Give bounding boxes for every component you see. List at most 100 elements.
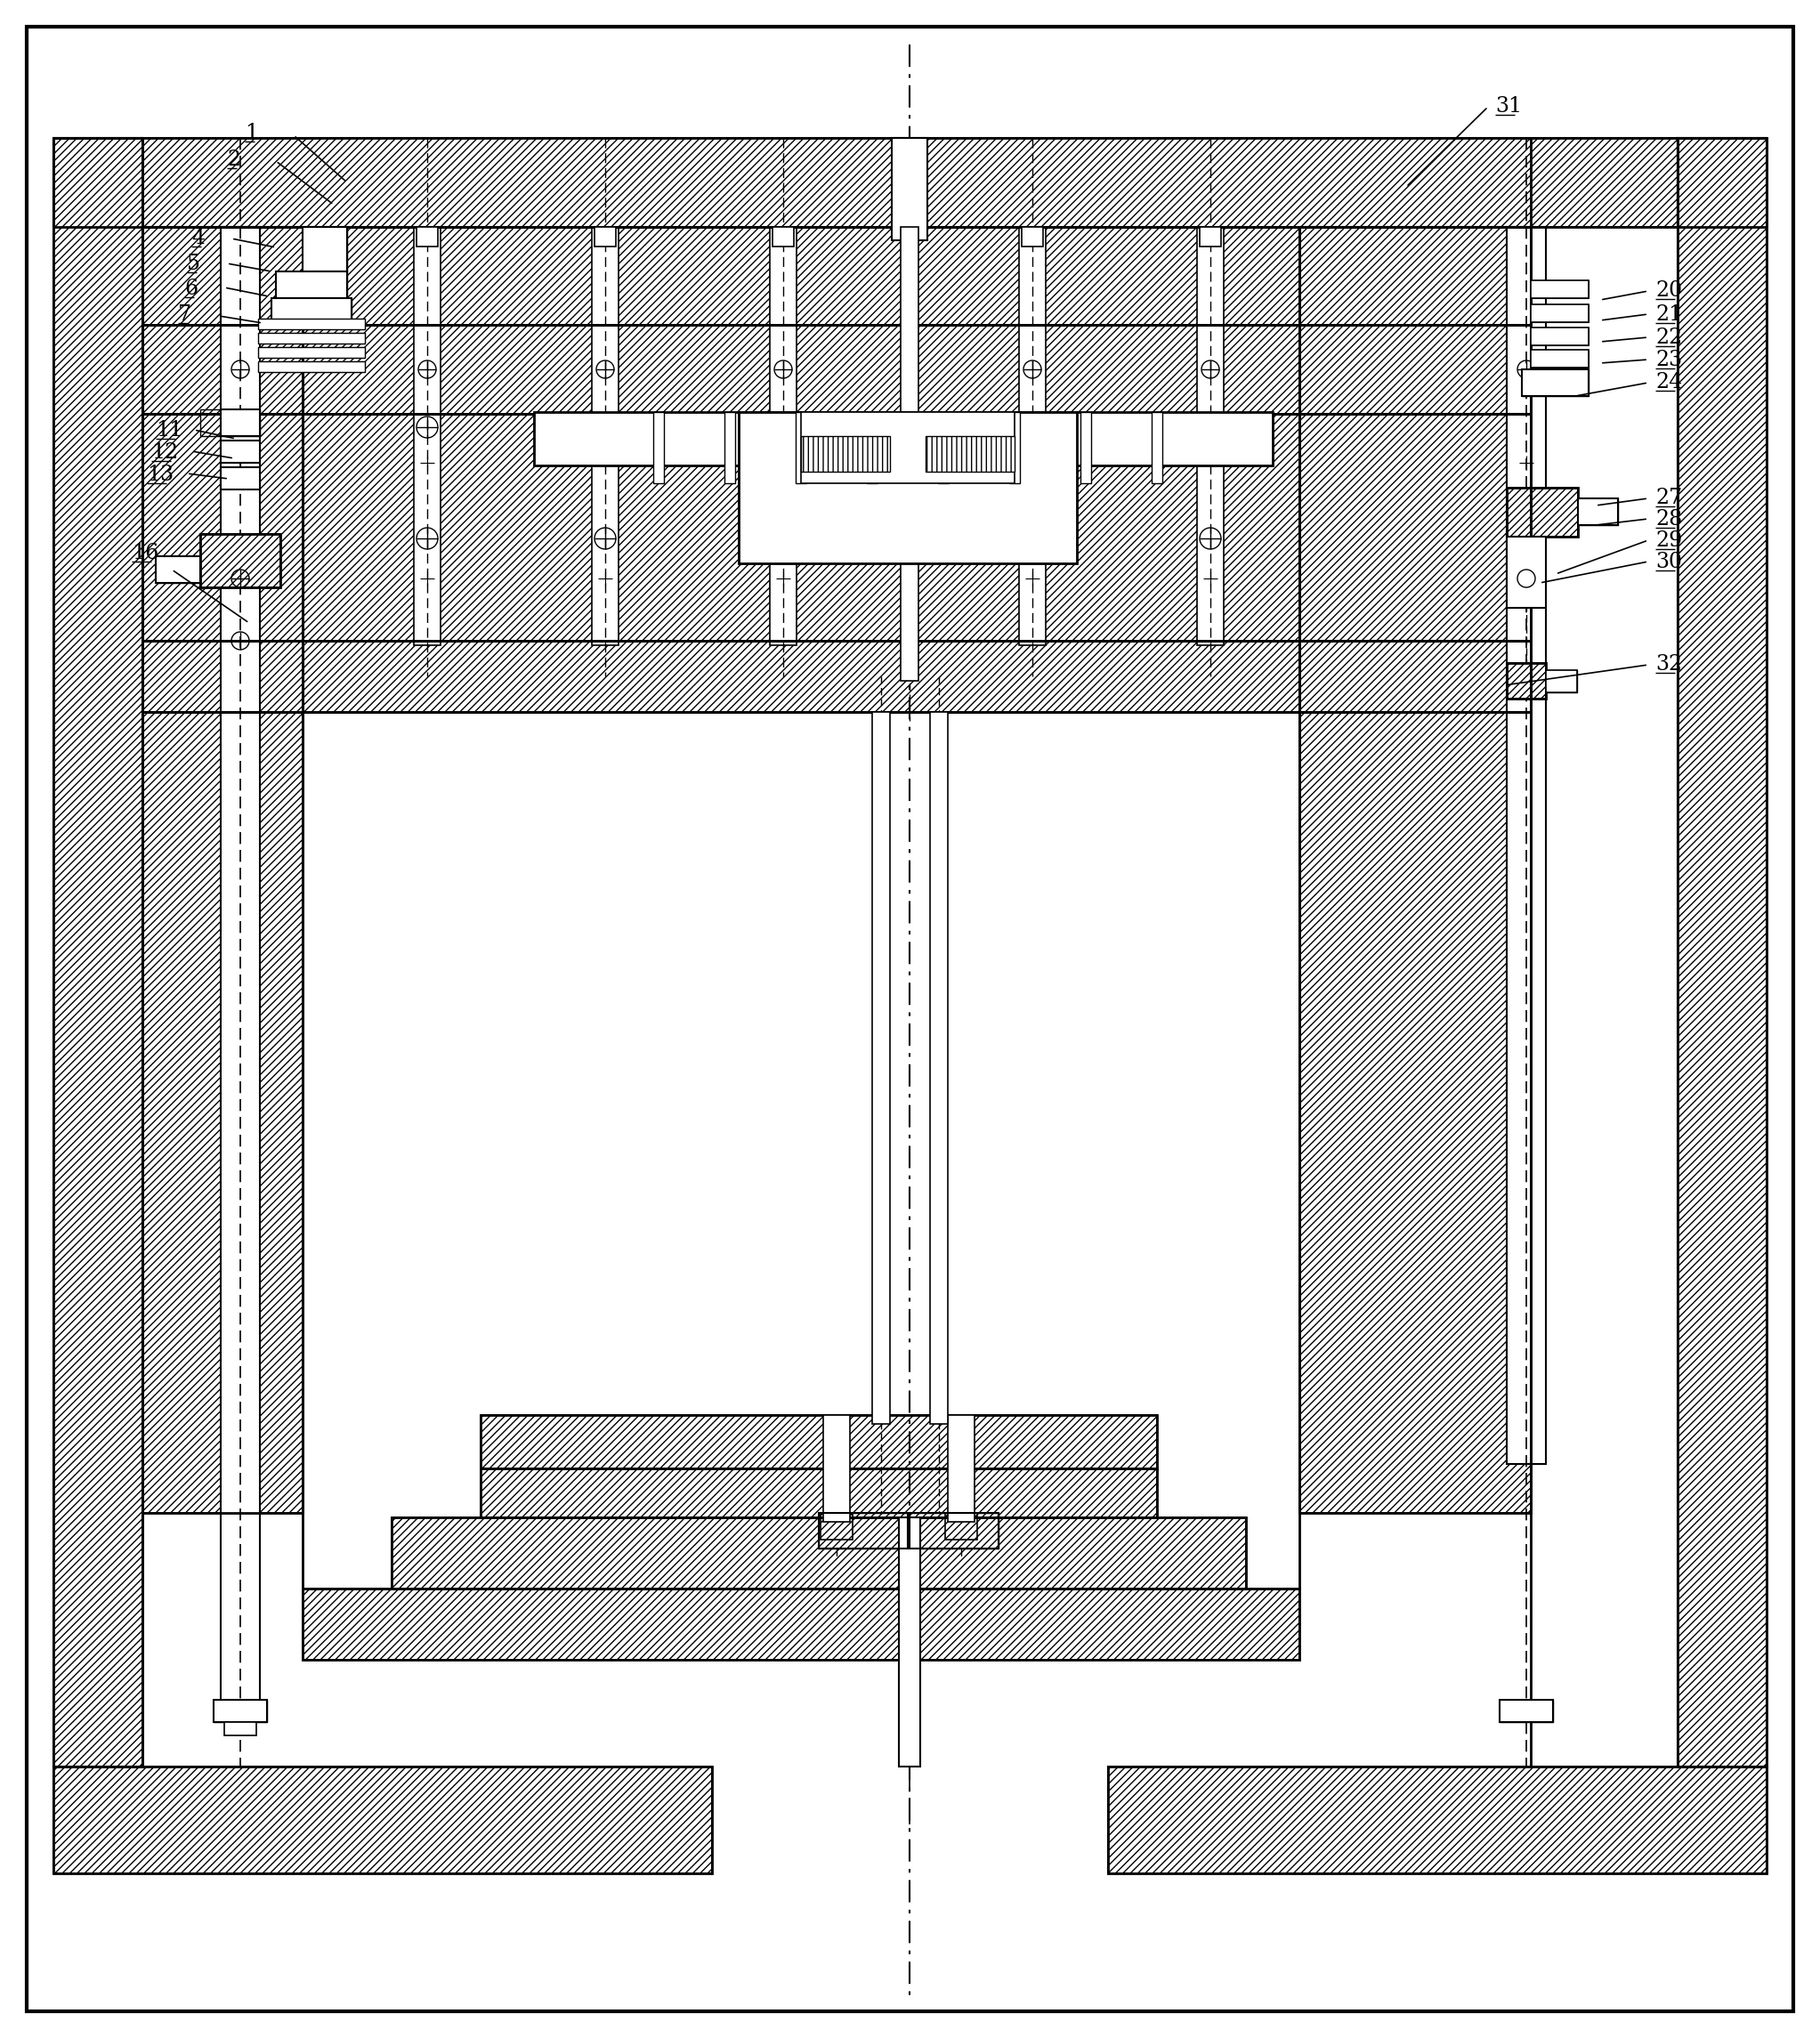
Bar: [200, 410, 260, 436]
Text: 27: 27: [1656, 487, 1682, 507]
Bar: [142, 711, 302, 1512]
Text: 28: 28: [1656, 510, 1682, 530]
Bar: [1299, 640, 1531, 711]
Bar: [1678, 139, 1767, 226]
Bar: [926, 436, 1014, 471]
Text: 21: 21: [1656, 304, 1682, 324]
Bar: [258, 361, 364, 373]
Bar: [53, 139, 142, 226]
Text: 12: 12: [151, 442, 178, 463]
Bar: [1299, 640, 1531, 711]
Bar: [945, 1512, 977, 1539]
Bar: [1152, 412, 1163, 483]
Bar: [220, 440, 260, 463]
Bar: [910, 1512, 999, 1549]
Bar: [302, 414, 1299, 640]
Bar: [1198, 226, 1223, 646]
Bar: [899, 1518, 921, 1767]
Bar: [1019, 226, 1046, 646]
Bar: [302, 1588, 1299, 1659]
Bar: [142, 226, 302, 414]
Bar: [53, 139, 142, 226]
Bar: [1299, 711, 1531, 1512]
Bar: [142, 139, 1678, 226]
Bar: [1014, 412, 1077, 562]
Bar: [1678, 139, 1767, 1767]
Bar: [1678, 139, 1767, 226]
Bar: [258, 318, 364, 330]
Bar: [724, 412, 735, 483]
Bar: [1522, 369, 1589, 395]
Bar: [795, 412, 806, 483]
Bar: [595, 226, 615, 247]
Bar: [142, 640, 302, 711]
Bar: [1678, 139, 1767, 1767]
Bar: [142, 414, 302, 640]
Bar: [819, 1512, 908, 1549]
Text: 1: 1: [244, 122, 258, 143]
Bar: [1522, 369, 1589, 395]
Bar: [821, 1512, 852, 1539]
Bar: [142, 226, 302, 414]
Bar: [1299, 324, 1531, 414]
Bar: [413, 226, 440, 646]
Text: 7: 7: [178, 304, 191, 324]
Text: 24: 24: [1656, 373, 1682, 393]
Bar: [417, 226, 439, 247]
Bar: [391, 1518, 1247, 1588]
Bar: [1545, 671, 1578, 693]
Bar: [930, 711, 948, 1425]
Bar: [142, 324, 302, 414]
Bar: [823, 1414, 850, 1522]
Bar: [533, 412, 641, 465]
Bar: [1507, 662, 1545, 699]
Bar: [1167, 412, 1272, 465]
Bar: [1531, 281, 1589, 298]
Text: 5: 5: [187, 253, 200, 273]
Text: 31: 31: [1496, 96, 1522, 116]
Bar: [1108, 1767, 1767, 1873]
Bar: [1507, 487, 1578, 536]
Bar: [772, 226, 794, 247]
Bar: [1531, 304, 1589, 322]
Bar: [302, 226, 348, 271]
Bar: [892, 139, 928, 240]
Text: 2: 2: [228, 149, 240, 169]
Bar: [948, 1414, 974, 1522]
Bar: [1545, 671, 1578, 693]
Text: 11: 11: [157, 420, 182, 440]
Text: 13: 13: [147, 465, 173, 485]
Bar: [1500, 1700, 1552, 1722]
Bar: [258, 346, 364, 359]
Bar: [1531, 328, 1589, 344]
Bar: [213, 1700, 268, 1722]
Bar: [1299, 226, 1531, 414]
Bar: [1531, 281, 1589, 298]
Bar: [142, 139, 1678, 226]
Bar: [277, 271, 348, 298]
Bar: [1299, 324, 1531, 414]
Bar: [277, 271, 348, 298]
Bar: [271, 298, 351, 324]
Bar: [200, 534, 280, 587]
Bar: [258, 361, 364, 373]
Bar: [142, 414, 302, 640]
Bar: [1199, 226, 1221, 247]
Bar: [157, 556, 200, 583]
Bar: [142, 711, 302, 1512]
Bar: [739, 412, 801, 562]
Bar: [53, 139, 142, 1767]
Bar: [653, 412, 664, 483]
Text: 22: 22: [1656, 328, 1682, 348]
Bar: [1507, 226, 1545, 1463]
Bar: [1081, 412, 1092, 483]
Bar: [480, 1469, 1158, 1518]
Bar: [1108, 1767, 1767, 1873]
Bar: [302, 640, 1299, 711]
Bar: [302, 226, 1299, 324]
Bar: [1299, 414, 1531, 640]
Bar: [302, 1588, 1299, 1659]
Bar: [801, 436, 890, 471]
Bar: [220, 467, 260, 489]
Bar: [1531, 351, 1589, 367]
